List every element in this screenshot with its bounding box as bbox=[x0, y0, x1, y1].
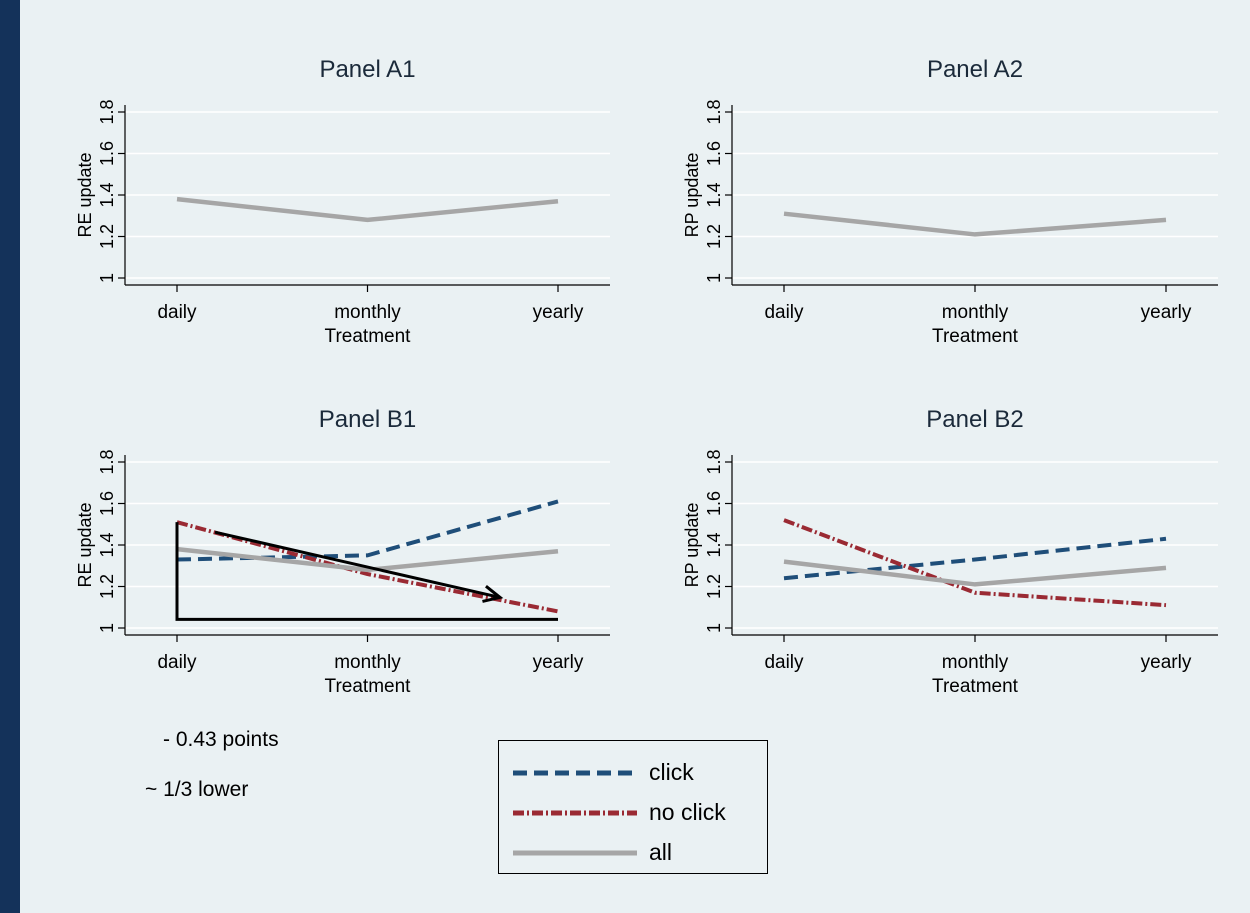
x-tick-label: daily bbox=[157, 302, 197, 323]
x-tick-label: monthly bbox=[334, 652, 401, 673]
panel-title: Panel B1 bbox=[319, 406, 416, 433]
y-axis-label: RE update bbox=[75, 152, 95, 237]
x-tick-label: monthly bbox=[942, 302, 1009, 323]
y-tick-label: 1.4 bbox=[97, 182, 117, 207]
y-tick-label: 1.2 bbox=[97, 224, 117, 249]
y-tick-label: 1.8 bbox=[97, 99, 117, 124]
legend-item-all: all bbox=[499, 833, 769, 873]
y-tick-label: 1.6 bbox=[97, 141, 117, 166]
legend-item-click: click bbox=[499, 753, 769, 793]
panel-title: Panel A1 bbox=[319, 56, 415, 83]
y-tick-label: 1.4 bbox=[704, 532, 724, 557]
legend-swatch-click bbox=[513, 770, 637, 776]
y-tick-label: 1 bbox=[704, 623, 724, 633]
y-tick-label: 1.6 bbox=[704, 141, 724, 166]
x-tick-label: yearly bbox=[1141, 652, 1192, 673]
series-line-all bbox=[176, 196, 559, 223]
series-line-click bbox=[176, 499, 559, 562]
trend-arrow-head bbox=[482, 584, 504, 603]
y-tick-label: 1.2 bbox=[704, 224, 724, 249]
legend-label-all: all bbox=[649, 839, 673, 865]
y-tick-label: 1.6 bbox=[704, 491, 724, 516]
series-line-no-click bbox=[783, 518, 1167, 608]
legend-label-no-click: no click bbox=[649, 799, 726, 825]
series-line-all bbox=[783, 211, 1167, 237]
y-axis-label: RP update bbox=[682, 503, 702, 588]
y-tick-label: 1.8 bbox=[97, 449, 117, 474]
y-tick-label: 1.4 bbox=[704, 182, 724, 207]
annotation-points-diff: - 0.43 points bbox=[163, 728, 279, 751]
legend-item-no-click: no click bbox=[499, 793, 769, 833]
y-axis-label: RP update bbox=[682, 153, 702, 238]
x-tick-label: daily bbox=[157, 652, 197, 673]
legend-swatch-all bbox=[513, 850, 637, 856]
y-tick-label: 1.2 bbox=[97, 574, 117, 599]
x-axis-label: Treatment bbox=[932, 676, 1019, 697]
panel-panel-a2: Panel A2 1 1.2 1.4 1.6 1.8 RP update daily month… bbox=[682, 56, 1218, 347]
y-tick-label: 1 bbox=[704, 273, 724, 283]
x-tick-label: monthly bbox=[334, 302, 401, 323]
legend-label-click: click bbox=[649, 759, 694, 785]
y-tick-label: 1.4 bbox=[97, 532, 117, 557]
y-tick-label: 1 bbox=[97, 623, 117, 633]
x-tick-label: yearly bbox=[533, 652, 584, 673]
x-axis-label: Treatment bbox=[325, 676, 412, 697]
series-line-all bbox=[783, 559, 1167, 587]
y-tick-label: 1.2 bbox=[704, 574, 724, 599]
series-line-all bbox=[176, 546, 559, 573]
annotation-relative-diff: ~ 1/3 lower bbox=[145, 778, 249, 801]
y-tick-label: 1.8 bbox=[704, 99, 724, 124]
y-axis-label: RE update bbox=[75, 502, 95, 587]
legend-swatch-no-click bbox=[513, 810, 637, 816]
x-axis-label: Treatment bbox=[325, 326, 412, 347]
y-tick-label: 1.6 bbox=[97, 491, 117, 516]
difference-bracket bbox=[175, 522, 558, 621]
panel-panel-b2: Panel B2 1 1.2 1.4 1.6 1.8 RP update daily month… bbox=[682, 406, 1218, 697]
panel-title: Panel B2 bbox=[926, 406, 1023, 433]
panel-title: Panel A2 bbox=[927, 56, 1023, 83]
panel-panel-a1: Panel A1 1 1.2 1.4 1.6 1.8 RE update daily month… bbox=[75, 56, 610, 347]
x-axis-label: Treatment bbox=[932, 326, 1019, 347]
slide-background: Panel A1 1 1.2 1.4 1.6 1.8 RE update daily month… bbox=[20, 0, 1250, 913]
x-tick-label: yearly bbox=[1141, 302, 1192, 323]
x-tick-label: daily bbox=[764, 652, 804, 673]
series-line-click bbox=[783, 536, 1167, 581]
legend: click no click all bbox=[498, 740, 768, 874]
y-tick-label: 1 bbox=[97, 273, 117, 283]
x-tick-label: daily bbox=[764, 302, 804, 323]
x-tick-label: yearly bbox=[533, 302, 584, 323]
panel-panel-b1: Panel B1 1 1.2 1.4 1.6 1.8 RE update daily month… bbox=[75, 406, 610, 697]
x-tick-label: monthly bbox=[942, 652, 1009, 673]
trend-arrow-line bbox=[214, 530, 501, 599]
figure-panels: Panel A1 1 1.2 1.4 1.6 1.8 RE update daily month… bbox=[75, 56, 1218, 697]
y-tick-label: 1.8 bbox=[704, 449, 724, 474]
